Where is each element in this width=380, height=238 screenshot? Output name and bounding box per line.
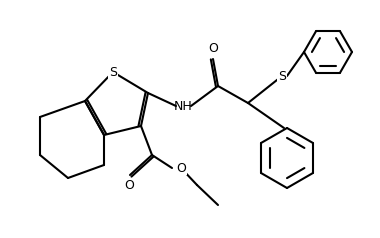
Text: NH: NH: [174, 100, 192, 114]
Text: O: O: [124, 179, 134, 192]
Text: O: O: [176, 162, 186, 174]
Text: O: O: [208, 42, 218, 55]
Text: S: S: [278, 69, 286, 83]
Text: S: S: [109, 65, 117, 79]
